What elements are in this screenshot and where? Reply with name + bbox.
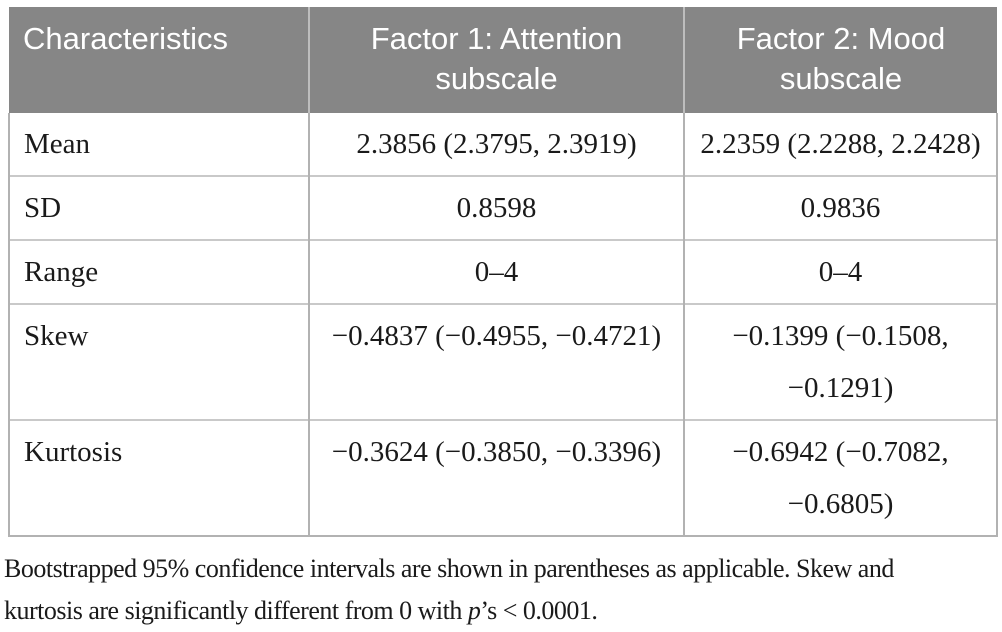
footnote-line2-pre: kurtosis are significantly different fro… — [4, 596, 468, 625]
range-factor2-value: 0–4 — [683, 239, 998, 304]
row-label-sd: SD — [8, 175, 309, 240]
row-label-skew: Skew — [8, 303, 309, 420]
column-header-factor1-attention: Factor 1: Attention subscale — [308, 7, 684, 113]
column-header-factor2-mood: Factor 2: Mood subscale — [683, 7, 997, 113]
skew-factor1-value: −0.4837 (−0.4955, −0.4721) — [308, 303, 684, 420]
mean-factor1-value: 2.3856 (2.3795, 2.3919) — [308, 113, 684, 176]
mean-factor2-value: 2.2359 (2.2288, 2.2428) — [683, 113, 998, 176]
footnote-line1-text: Bootstrapped 95% confidence intervals ar… — [4, 554, 894, 583]
row-label-range: Range — [8, 239, 309, 304]
row-label-kurtosis: Kurtosis — [8, 419, 309, 537]
table-row-range: Range 0–4 0–4 — [8, 239, 998, 304]
sd-factor1-value: 0.8598 — [308, 175, 684, 240]
footnote-line2-post: ’s < 0.0001. — [480, 596, 598, 625]
header-row: Characteristics Factor 1: Attention subs… — [9, 7, 997, 113]
kurtosis-factor1-value: −0.3624 (−0.3850, −0.3396) — [308, 419, 684, 537]
row-label-mean: Mean — [8, 113, 309, 176]
table-body: Mean 2.3856 (2.3795, 2.3919) 2.2359 (2.2… — [8, 113, 998, 537]
sd-factor2-value: 0.9836 — [683, 175, 998, 240]
table-footnote: Bootstrapped 95% confidence intervals ar… — [4, 548, 996, 632]
footnote-line1: Bootstrapped 95% confidence intervals ar… — [4, 548, 996, 590]
table-row-skew: Skew −0.4837 (−0.4955, −0.4721) −0.1399 … — [8, 303, 998, 420]
table-row-mean: Mean 2.3856 (2.3795, 2.3919) 2.2359 (2.2… — [8, 113, 998, 176]
table-row-kurtosis: Kurtosis −0.3624 (−0.3850, −0.3396) −0.6… — [8, 419, 998, 537]
skew-factor2-value: −0.1399 (−0.1508, −0.1291) — [683, 303, 998, 420]
descriptive-statistics-table: Characteristics Factor 1: Attention subs… — [8, 7, 998, 537]
table-row-sd: SD 0.8598 0.9836 — [8, 175, 998, 240]
footnote-line2: kurtosis are significantly different fro… — [4, 590, 996, 632]
footnote-p-italic: p — [467, 596, 481, 625]
column-header-characteristics: Characteristics — [9, 7, 309, 113]
table-header: Characteristics Factor 1: Attention subs… — [9, 7, 997, 113]
range-factor1-value: 0–4 — [308, 239, 684, 304]
kurtosis-factor2-value: −0.6942 (−0.7082, −0.6805) — [683, 419, 998, 537]
